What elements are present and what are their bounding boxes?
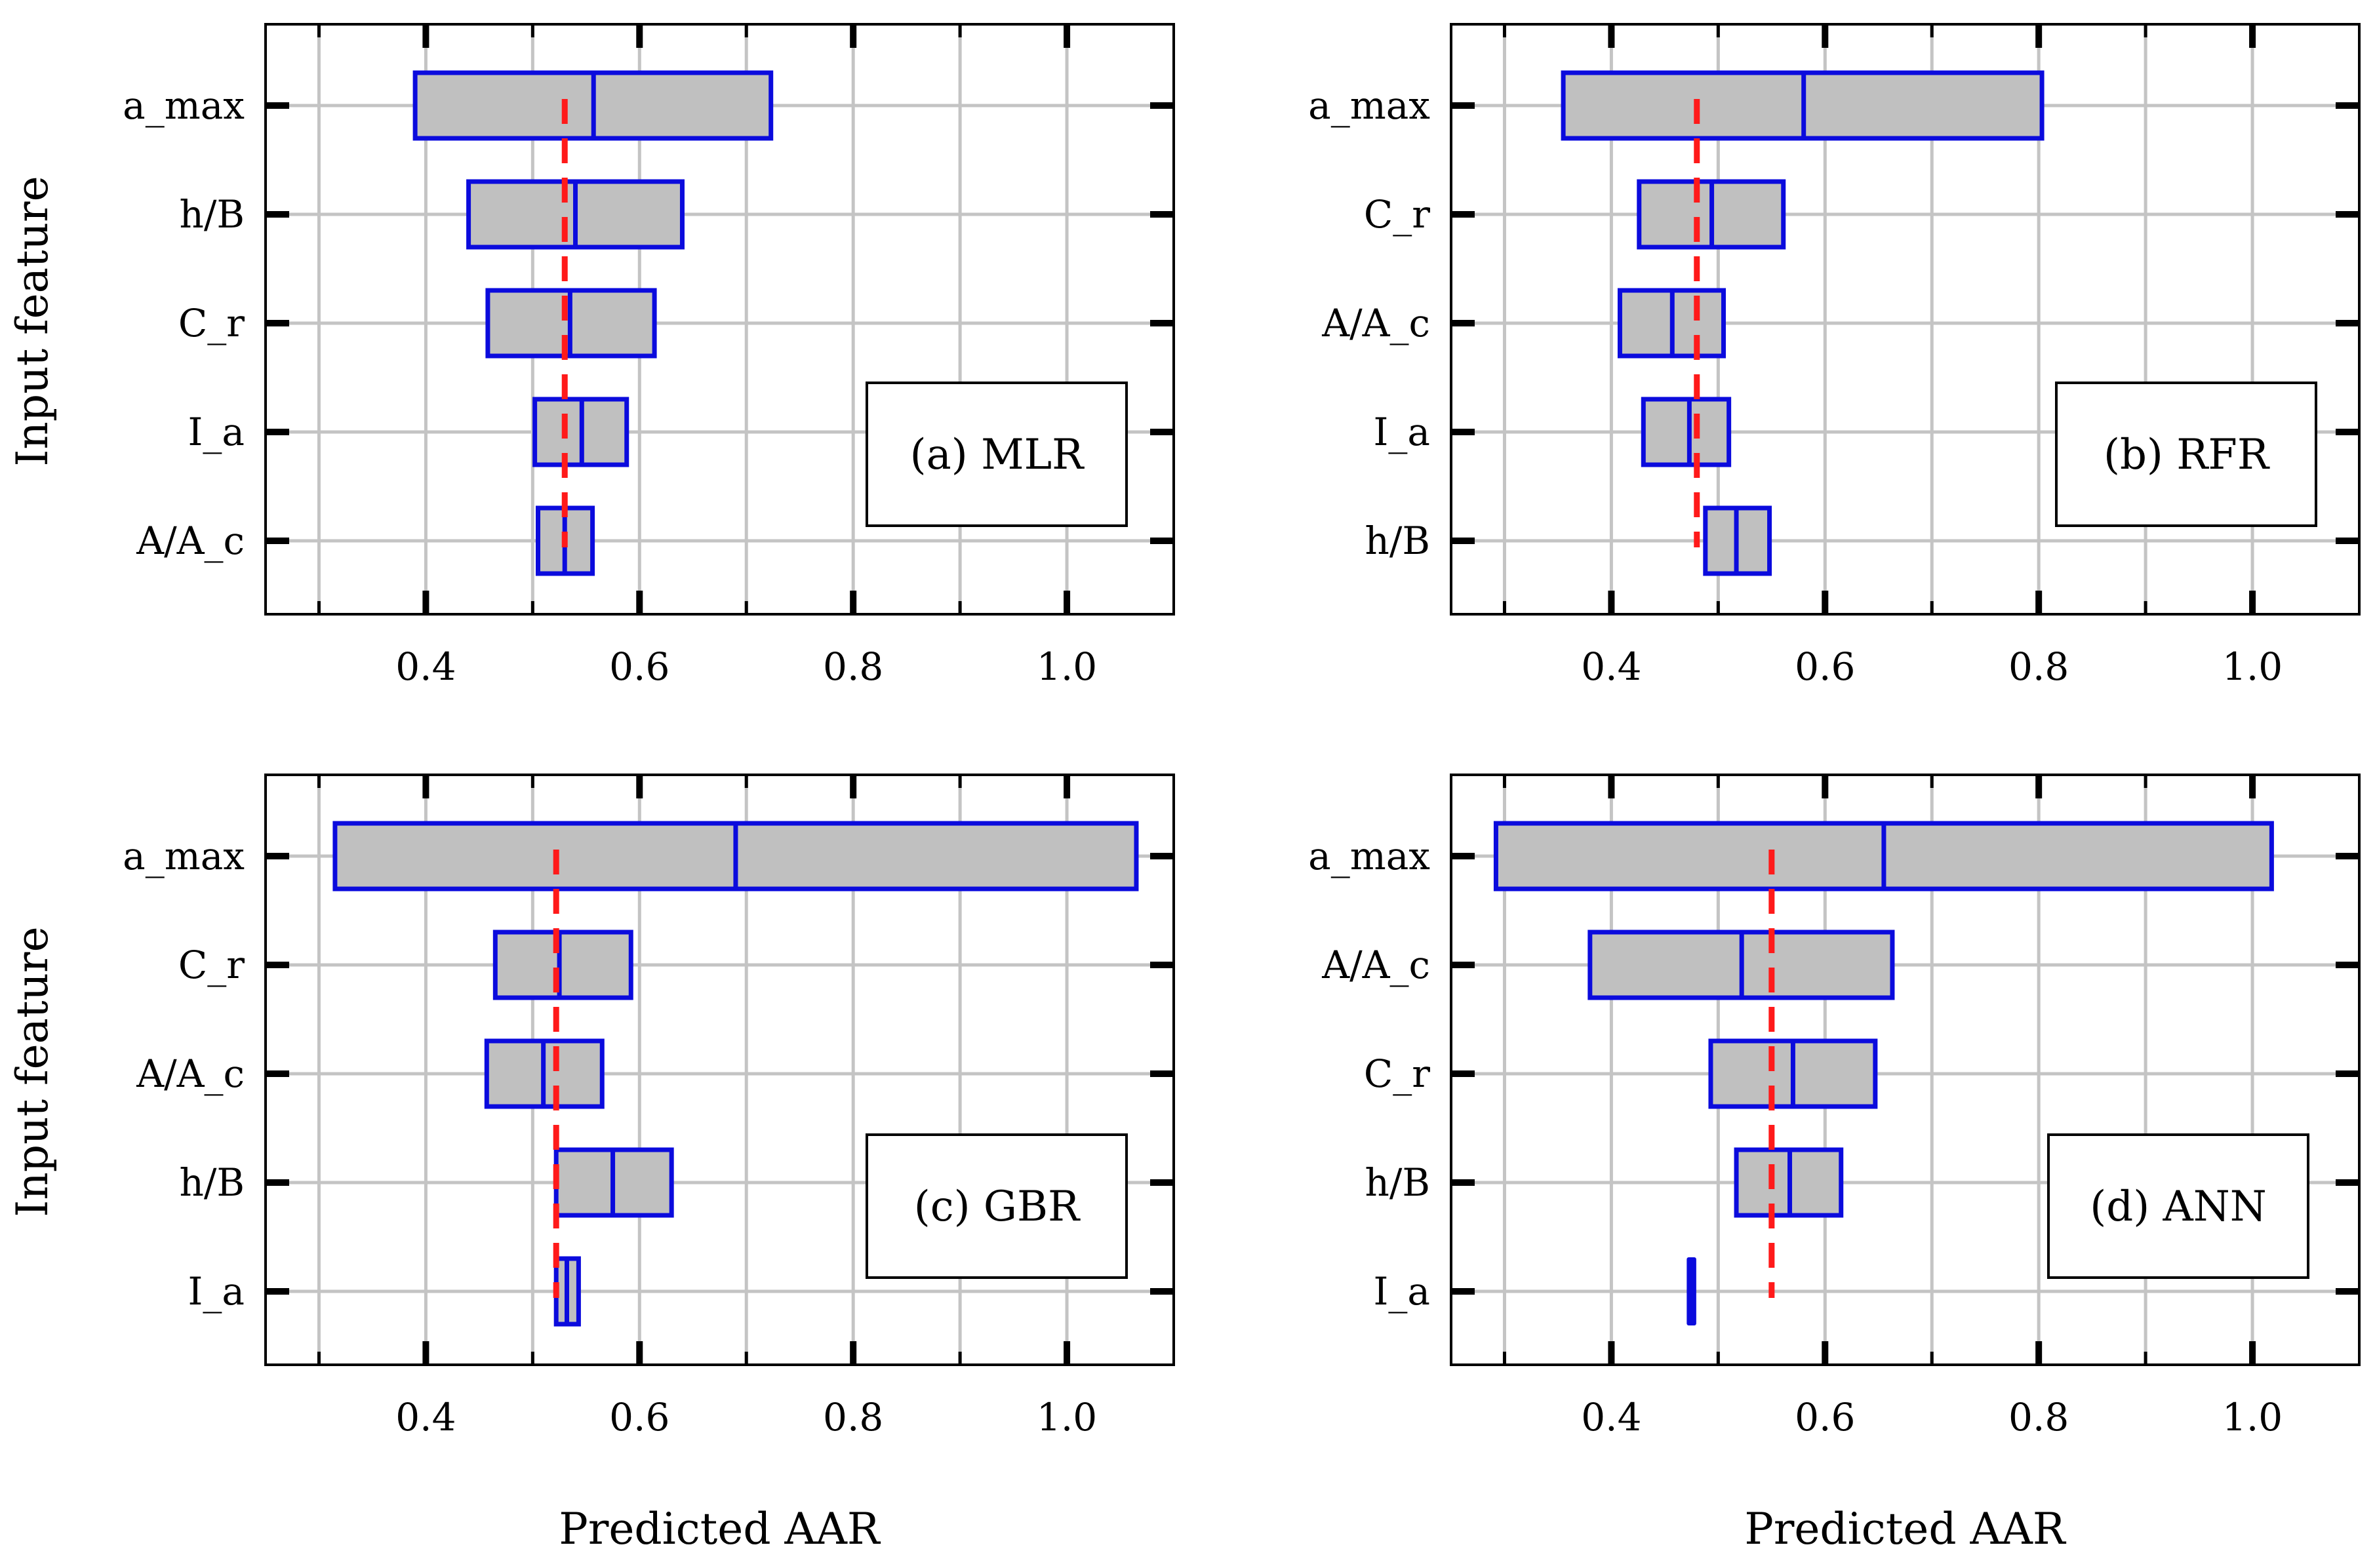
feature-label-i-a: I_a [1374, 1269, 1431, 1314]
bar-h-b [553, 1147, 674, 1218]
bar-box-i-a [1686, 1257, 1696, 1325]
panel-label-box [866, 1133, 1128, 1279]
axes-frame [264, 774, 1175, 1366]
feature-label-a-max: a_max [1308, 83, 1430, 128]
bar-h-b [466, 179, 685, 250]
panel-label-box [2055, 382, 2317, 527]
feature-label-h-b: h/B [179, 1160, 245, 1205]
bar-c-r [492, 930, 633, 1000]
axes-frame [1450, 23, 2361, 616]
feature-label-c-r: C_r [1364, 192, 1430, 237]
x-tick-label: 1.0 [2222, 644, 2283, 689]
x-tick-label: 1.0 [2222, 1395, 2283, 1440]
bar-a-a-c [1587, 930, 1895, 1000]
feature-label-h-b: h/B [1365, 1160, 1430, 1205]
feature-label-a-a-c: A/A_c [136, 519, 245, 563]
bar-a-max [1561, 70, 2045, 141]
feature-label-i-a: I_a [188, 410, 245, 454]
feature-label-h-b: h/B [1365, 519, 1430, 563]
bar-i-a [532, 397, 629, 467]
panel-label-box [2047, 1133, 2309, 1279]
x-tick-label: 0.6 [1795, 1395, 1855, 1440]
panel-label-b: (b) RFR [2104, 431, 2270, 479]
x-tick-label: 0.6 [1795, 644, 1855, 689]
bar-h-b [1734, 1147, 1844, 1218]
bar-h-b [1703, 505, 1772, 576]
bar-a-a-c [484, 1038, 605, 1109]
bar-a-max [412, 70, 774, 141]
bar-a-max [1493, 821, 2274, 892]
y-axis-title-top: Input feature [7, 176, 58, 466]
feature-label-i-a: I_a [1374, 410, 1431, 454]
feature-label-c-r: C_r [178, 301, 245, 345]
x-tick-label: 0.8 [823, 644, 883, 689]
feature-label-h-b: h/B [179, 192, 245, 237]
x-tick-label: 0.4 [1581, 644, 1641, 689]
x-tick-label: 0.4 [1581, 1395, 1641, 1440]
axes-frame [1450, 774, 2361, 1366]
bar-box-i-a [1641, 397, 1732, 467]
panel-label-d: (d) ANN [2090, 1183, 2266, 1231]
x-axis-title-left: Predicted AAR [559, 1504, 881, 1554]
panel-label-c: (c) GBR [914, 1183, 1081, 1231]
x-tick-label: 0.4 [395, 644, 456, 689]
bar-a-max [332, 821, 1139, 892]
bar-c-r [1708, 1038, 1878, 1109]
feature-label-a-max: a_max [123, 83, 245, 128]
x-tick-label: 0.8 [2008, 1395, 2069, 1440]
x-tick-label: 0.8 [2008, 644, 2069, 689]
x-tick-label: 0.8 [823, 1395, 883, 1440]
feature-label-i-a: I_a [188, 1269, 245, 1314]
feature-label-a-a-c: A/A_c [1321, 301, 1430, 345]
panel-label-a: (a) MLR [910, 431, 1085, 479]
x-tick-label: 0.6 [609, 644, 669, 689]
y-axis-title-bottom: Input feature [7, 926, 58, 1217]
axes-frame [264, 23, 1175, 616]
bar-box-c-r [492, 930, 633, 1000]
bar-c-r [1637, 179, 1786, 250]
panel-a: 0.4 0.6 0.8 1.0 a_max h/B C_r I_a A/A_c (a) MLR [123, 23, 1175, 689]
bar-i-a [1641, 397, 1732, 467]
panel-label-box [866, 382, 1128, 527]
x-tick-label: 1.0 [1037, 644, 1097, 689]
x-tick-label: 0.6 [609, 1395, 669, 1440]
bar-a-a-c [1617, 288, 1726, 359]
panel-d: 0.4 0.6 0.8 1.0 a_max A/A_c C_r h/B I_a (d) ANN [1308, 774, 2361, 1440]
panel-b: 0.4 0.6 0.8 1.0 a_max C_r A/A_c I_a h/B (b) RFR [1308, 23, 2361, 689]
x-axis-title-right: Predicted AAR [1744, 1504, 2066, 1554]
bar-i-a [1686, 1257, 1696, 1325]
feature-label-a-a-c: A/A_c [136, 1051, 245, 1096]
bar-i-a [553, 1256, 581, 1327]
panel-c: 0.4 0.6 0.8 1.0 a_max C_r A/A_c h/B I_a (c) GBR [123, 774, 1175, 1440]
x-tick-label: 0.4 [395, 1395, 456, 1440]
x-tick-label: 1.0 [1037, 1395, 1097, 1440]
feature-label-c-r: C_r [178, 943, 245, 987]
feature-label-c-r: C_r [1364, 1051, 1430, 1096]
feature-label-a-a-c: A/A_c [1321, 943, 1430, 987]
bar-c-r [485, 288, 657, 359]
feature-label-a-max: a_max [123, 834, 245, 878]
feature-label-a-max: a_max [1308, 834, 1430, 878]
